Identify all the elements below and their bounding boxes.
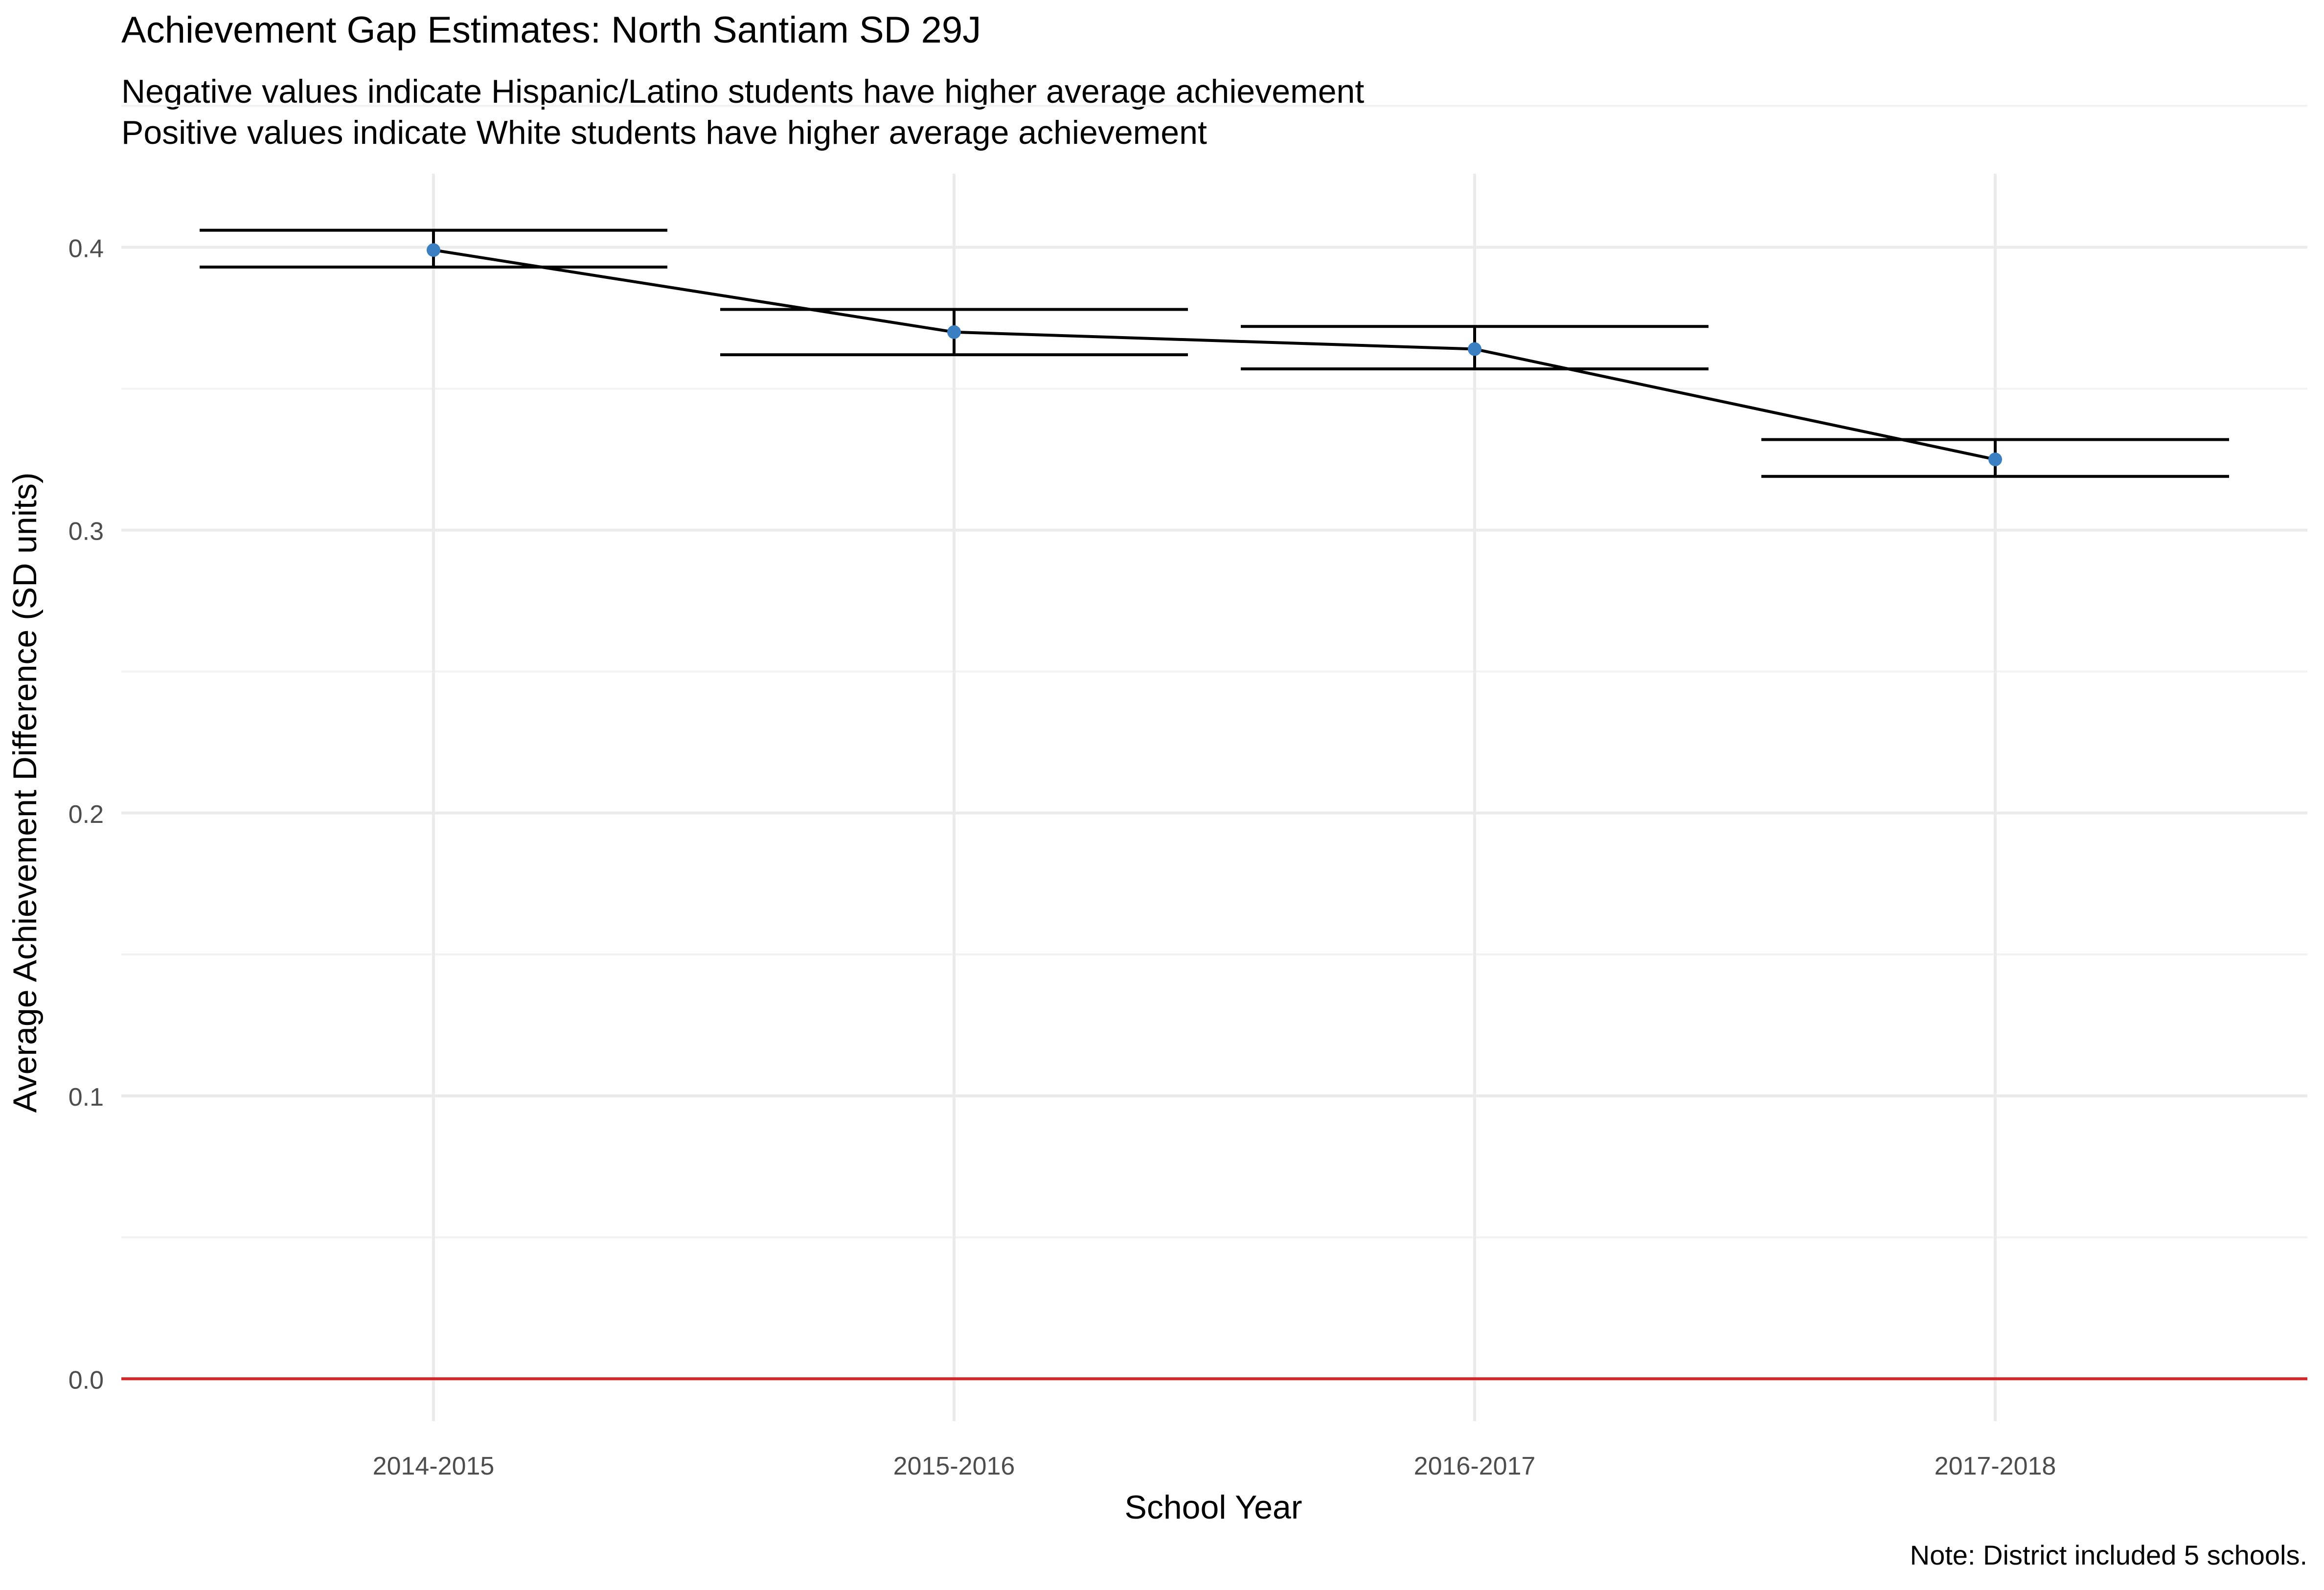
x-tick-label: 2016-2017 (1414, 1452, 1536, 1480)
series-line-group (433, 249, 1996, 461)
x-tick-label: 2017-2018 (1935, 1452, 2056, 1480)
y-tick-label: 0.1 (68, 1083, 104, 1112)
data-point (1468, 342, 1481, 356)
x-axis-ticks: 2014-2015 2015-2016 2016-2017 2017-2018 (373, 1452, 2056, 1480)
y-tick-label: 0.0 (68, 1366, 104, 1394)
chart-caption: Note: District included 5 schools. (1910, 1540, 2307, 1570)
data-point (947, 325, 961, 339)
series-line (433, 249, 1996, 461)
grid-major (121, 174, 2307, 1421)
error-bars (200, 228, 2229, 478)
chart-subtitle-line-1: Negative values indicate Hispanic/Latino… (121, 73, 1365, 110)
data-point (427, 243, 440, 257)
data-points (427, 243, 2002, 467)
y-tick-label: 0.3 (68, 518, 104, 546)
chart-title: Achievement Gap Estimates: North Santiam… (121, 9, 981, 51)
data-point (1988, 453, 2002, 467)
chart-subtitle-line-2: Positive values indicate White students … (121, 114, 1207, 151)
y-axis-title: Average Achievement Difference (SD units… (6, 472, 44, 1113)
y-axis-ticks: 0.0 0.1 0.2 0.3 0.4 (68, 234, 104, 1394)
y-tick-label: 0.4 (68, 234, 104, 263)
x-axis-title: School Year (1125, 1489, 1302, 1526)
x-tick-label: 2015-2016 (893, 1452, 1015, 1480)
y-tick-label: 0.2 (68, 800, 104, 829)
x-tick-label: 2014-2015 (373, 1452, 495, 1480)
grid-minor (121, 105, 2307, 1239)
